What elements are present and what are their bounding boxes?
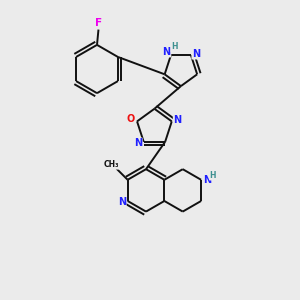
Text: H: H: [210, 171, 216, 180]
Text: N: N: [118, 196, 126, 207]
Text: N: N: [203, 175, 211, 185]
Text: CH₃: CH₃: [103, 160, 119, 169]
Text: N: N: [162, 47, 170, 57]
Text: N: N: [174, 115, 182, 125]
Text: O: O: [127, 114, 135, 124]
Text: N: N: [192, 49, 200, 59]
Text: N: N: [134, 138, 142, 148]
Text: H: H: [171, 43, 178, 52]
Text: F: F: [95, 18, 102, 28]
